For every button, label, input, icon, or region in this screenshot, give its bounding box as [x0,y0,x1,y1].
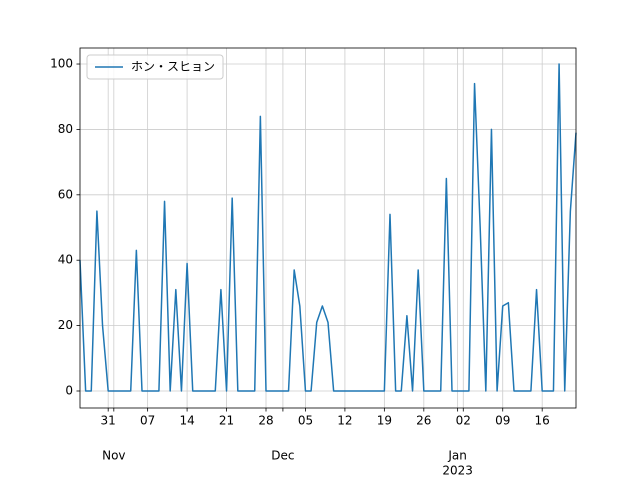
legend: ホン・スヒョン [86,54,224,80]
legend-box [86,54,224,80]
x-tick-label: 14 [179,414,194,428]
x-tick-label: 02 [456,414,471,428]
y-tick-label: 0 [65,383,73,397]
x-year-label: 2023 [442,464,473,478]
y-tick-label: 40 [58,253,73,267]
y-tick-label: 20 [58,318,73,332]
x-tick-label: 28 [258,414,273,428]
y-tick-label: 100 [50,57,73,71]
x-tick-label: 21 [219,414,234,428]
x-tick-label: 26 [416,414,431,428]
x-month-label: Nov [102,449,125,463]
line-series [79,63,577,392]
legend-label: ホン・スヒョン [131,60,215,74]
x-tick-label: 09 [495,414,510,428]
y-tick-label: 60 [58,187,73,201]
x-tick-label: 05 [298,414,313,428]
x-tick-label: 19 [377,414,392,428]
x-tick-label: 16 [535,414,550,428]
y-tick-label: 80 [58,122,73,136]
plot-frame [79,47,577,409]
x-month-label: Jan [447,449,467,463]
x-month-label: Dec [271,449,294,463]
x-tick-label: 12 [337,414,352,428]
x-tick-label: 31 [101,414,116,428]
x-tick-label: 07 [140,414,155,428]
